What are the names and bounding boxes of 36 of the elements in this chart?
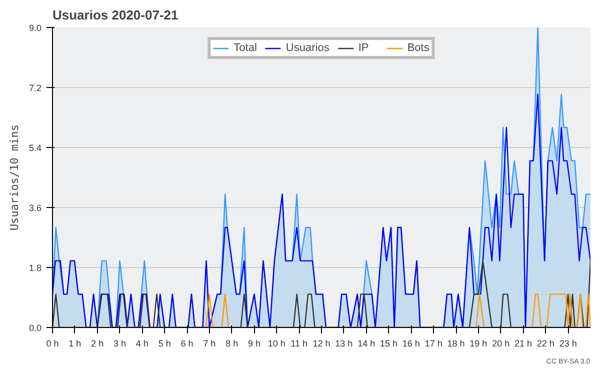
- x-tick-label: 23 h: [559, 338, 577, 348]
- x-tick-label: 22 h: [536, 338, 554, 348]
- y-axis-title: Usuarios/10 mins: [8, 124, 21, 230]
- x-tick-label: 15 h: [380, 338, 398, 348]
- x-tick-label: 0 h: [46, 338, 59, 348]
- y-tick-label: 5.4: [28, 143, 42, 153]
- x-tick-label: 10 h: [268, 338, 286, 348]
- x-tick-label: 3 h: [113, 338, 126, 348]
- x-tick-label: 7 h: [203, 338, 216, 348]
- chart-title: Usuarios 2020-07-21: [52, 8, 178, 22]
- y-tick-label: 1.8: [28, 263, 42, 273]
- legend-label: Bots: [407, 42, 430, 54]
- x-tick-label: 12 h: [312, 338, 330, 348]
- x-tick-label: 2 h: [91, 338, 104, 348]
- x-tick-label: 14 h: [358, 338, 376, 348]
- x-tick-label: 17 h: [424, 338, 442, 348]
- x-tick-label: 5 h: [158, 338, 171, 348]
- x-tick-label: 18 h: [447, 338, 465, 348]
- legend-label: Total: [234, 42, 257, 54]
- x-tick-label: 8 h: [226, 338, 238, 348]
- x-tick-label: 13 h: [335, 338, 353, 348]
- x-tick-label: 6 h: [180, 338, 194, 348]
- x-tick-label: 9 h: [248, 338, 261, 348]
- x-tick-label: 1 h: [68, 338, 82, 348]
- y-tick-label: 9.0: [28, 23, 42, 33]
- x-tick-label: 16 h: [402, 338, 420, 348]
- x-tick-label: 21 h: [514, 338, 532, 348]
- x-tick-label: 4 h: [136, 338, 148, 348]
- legend-label: IP: [358, 42, 370, 54]
- y-tick-label: 0.0: [28, 323, 42, 333]
- x-tick-label: 20 h: [492, 338, 510, 348]
- legend-label: Usuarios: [286, 42, 330, 54]
- y-tick-label: 3.6: [28, 203, 42, 213]
- y-tick-label: 7.2: [28, 83, 42, 93]
- x-tick-label: 19 h: [470, 338, 488, 348]
- x-tick-label: 11 h: [290, 338, 308, 348]
